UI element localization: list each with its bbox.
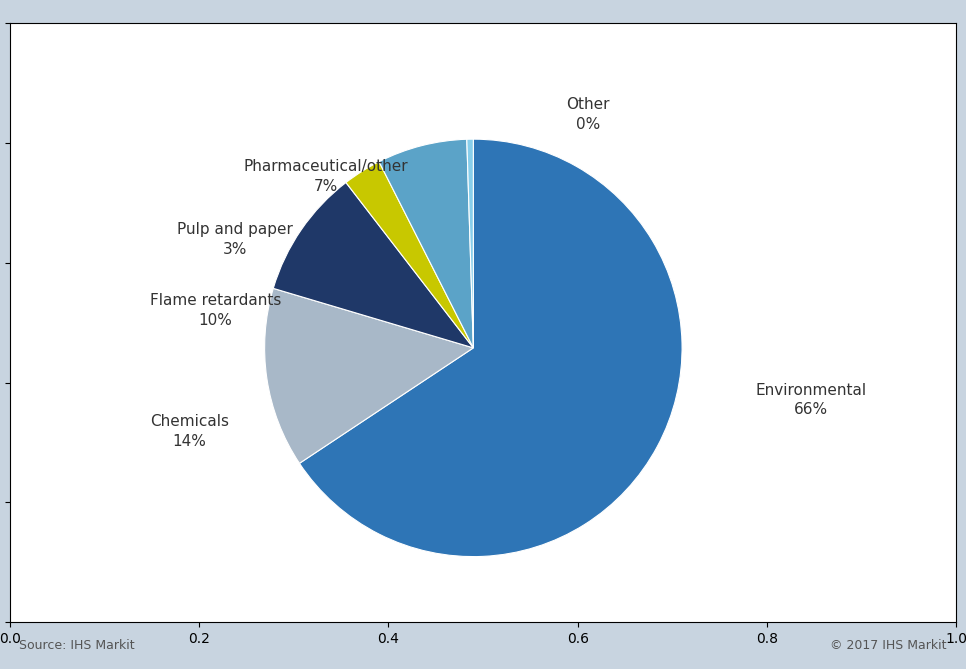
Text: Pharmaceutical/other
7%: Pharmaceutical/other 7% [243,159,409,194]
Text: World consumption of magnesium hydroxide—2016: World consumption of magnesium hydroxide… [14,32,621,52]
Wedge shape [273,183,473,348]
Text: Other
0%: Other 0% [566,97,610,132]
Text: Source: IHS Markit: Source: IHS Markit [19,640,135,652]
Wedge shape [299,139,682,557]
Text: Pulp and paper
3%: Pulp and paper 3% [177,222,293,257]
Text: © 2017 IHS Markit: © 2017 IHS Markit [830,640,947,652]
Text: Chemicals
14%: Chemicals 14% [150,414,229,449]
Wedge shape [346,162,473,348]
Wedge shape [265,288,473,464]
Wedge shape [379,139,473,348]
Wedge shape [467,139,473,348]
Text: Environmental
66%: Environmental 66% [755,383,867,417]
Text: Flame retardants
10%: Flame retardants 10% [150,293,281,328]
